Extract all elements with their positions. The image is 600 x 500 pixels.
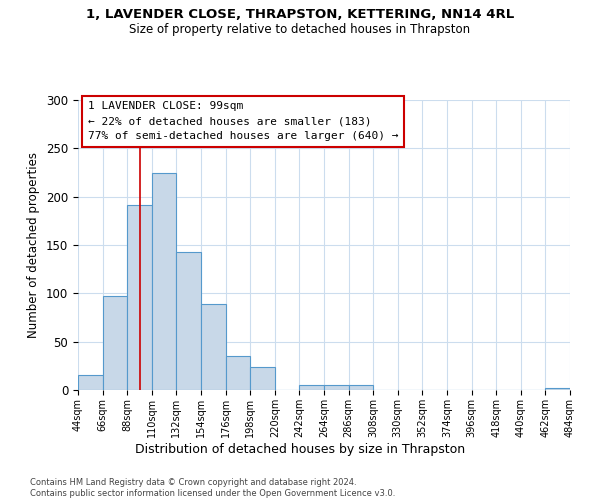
Bar <box>152 174 176 390</box>
Bar <box>299 385 324 390</box>
Bar <box>127 206 152 390</box>
Bar <box>349 385 373 390</box>
Bar <box>201 304 226 390</box>
Y-axis label: Number of detached properties: Number of detached properties <box>28 152 40 338</box>
Bar <box>78 374 103 390</box>
Text: Contains HM Land Registry data © Crown copyright and database right 2024.
Contai: Contains HM Land Registry data © Crown c… <box>30 478 395 498</box>
Bar <box>226 356 250 390</box>
Bar <box>103 296 127 390</box>
Bar <box>176 252 201 390</box>
Text: Distribution of detached houses by size in Thrapston: Distribution of detached houses by size … <box>135 442 465 456</box>
Text: 1 LAVENDER CLOSE: 99sqm
← 22% of detached houses are smaller (183)
77% of semi-d: 1 LAVENDER CLOSE: 99sqm ← 22% of detache… <box>88 102 398 141</box>
Bar <box>545 388 570 390</box>
Text: 1, LAVENDER CLOSE, THRAPSTON, KETTERING, NN14 4RL: 1, LAVENDER CLOSE, THRAPSTON, KETTERING,… <box>86 8 514 20</box>
Text: Size of property relative to detached houses in Thrapston: Size of property relative to detached ho… <box>130 22 470 36</box>
Bar <box>250 367 275 390</box>
Bar <box>324 385 349 390</box>
